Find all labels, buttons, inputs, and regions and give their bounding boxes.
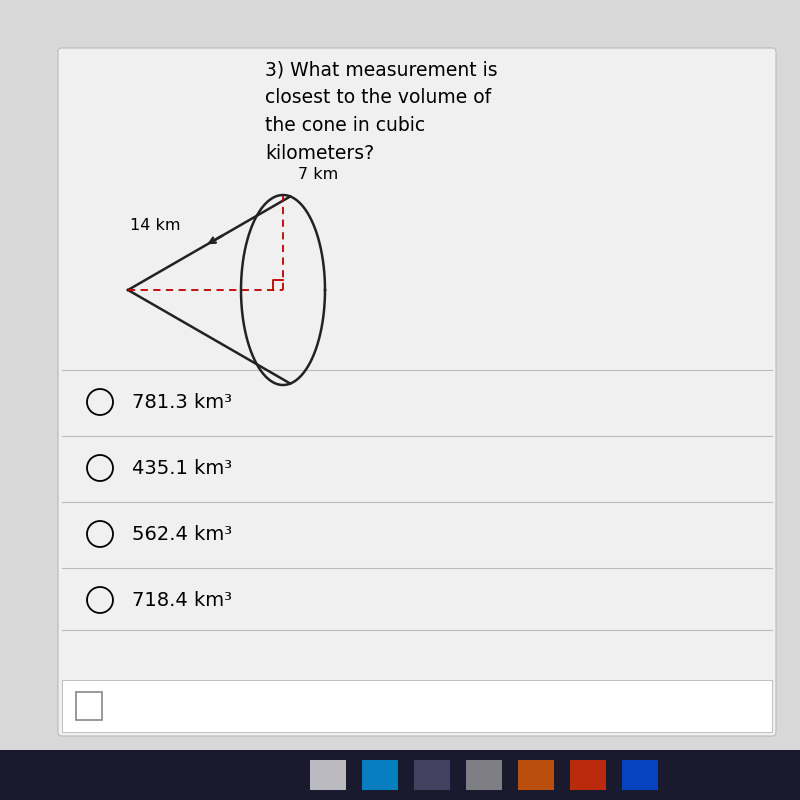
Text: 781.3 km³: 781.3 km³ bbox=[132, 393, 232, 411]
Bar bbox=[466, 760, 502, 790]
Bar bbox=[570, 760, 606, 790]
Text: 562.4 km³: 562.4 km³ bbox=[132, 525, 232, 543]
Text: 718.4 km³: 718.4 km³ bbox=[132, 590, 232, 610]
Text: Question 4: Question 4 bbox=[118, 697, 208, 715]
Text: kilometers?: kilometers? bbox=[265, 144, 374, 163]
Bar bbox=[622, 760, 658, 790]
Text: 3) What measurement is: 3) What measurement is bbox=[265, 60, 498, 79]
Bar bbox=[310, 760, 346, 790]
Bar bbox=[76, 692, 102, 720]
Bar bbox=[518, 760, 554, 790]
Text: 14 km: 14 km bbox=[130, 218, 181, 233]
Bar bbox=[0, 750, 800, 800]
Bar bbox=[414, 760, 450, 790]
Text: 7 km: 7 km bbox=[298, 167, 338, 182]
Bar bbox=[362, 760, 398, 790]
FancyBboxPatch shape bbox=[58, 48, 776, 736]
Text: 435.1 km³: 435.1 km³ bbox=[132, 458, 232, 478]
Text: the cone in cubic: the cone in cubic bbox=[265, 116, 425, 135]
Text: closest to the volume of: closest to the volume of bbox=[265, 88, 491, 107]
Bar bbox=[62, 680, 772, 732]
